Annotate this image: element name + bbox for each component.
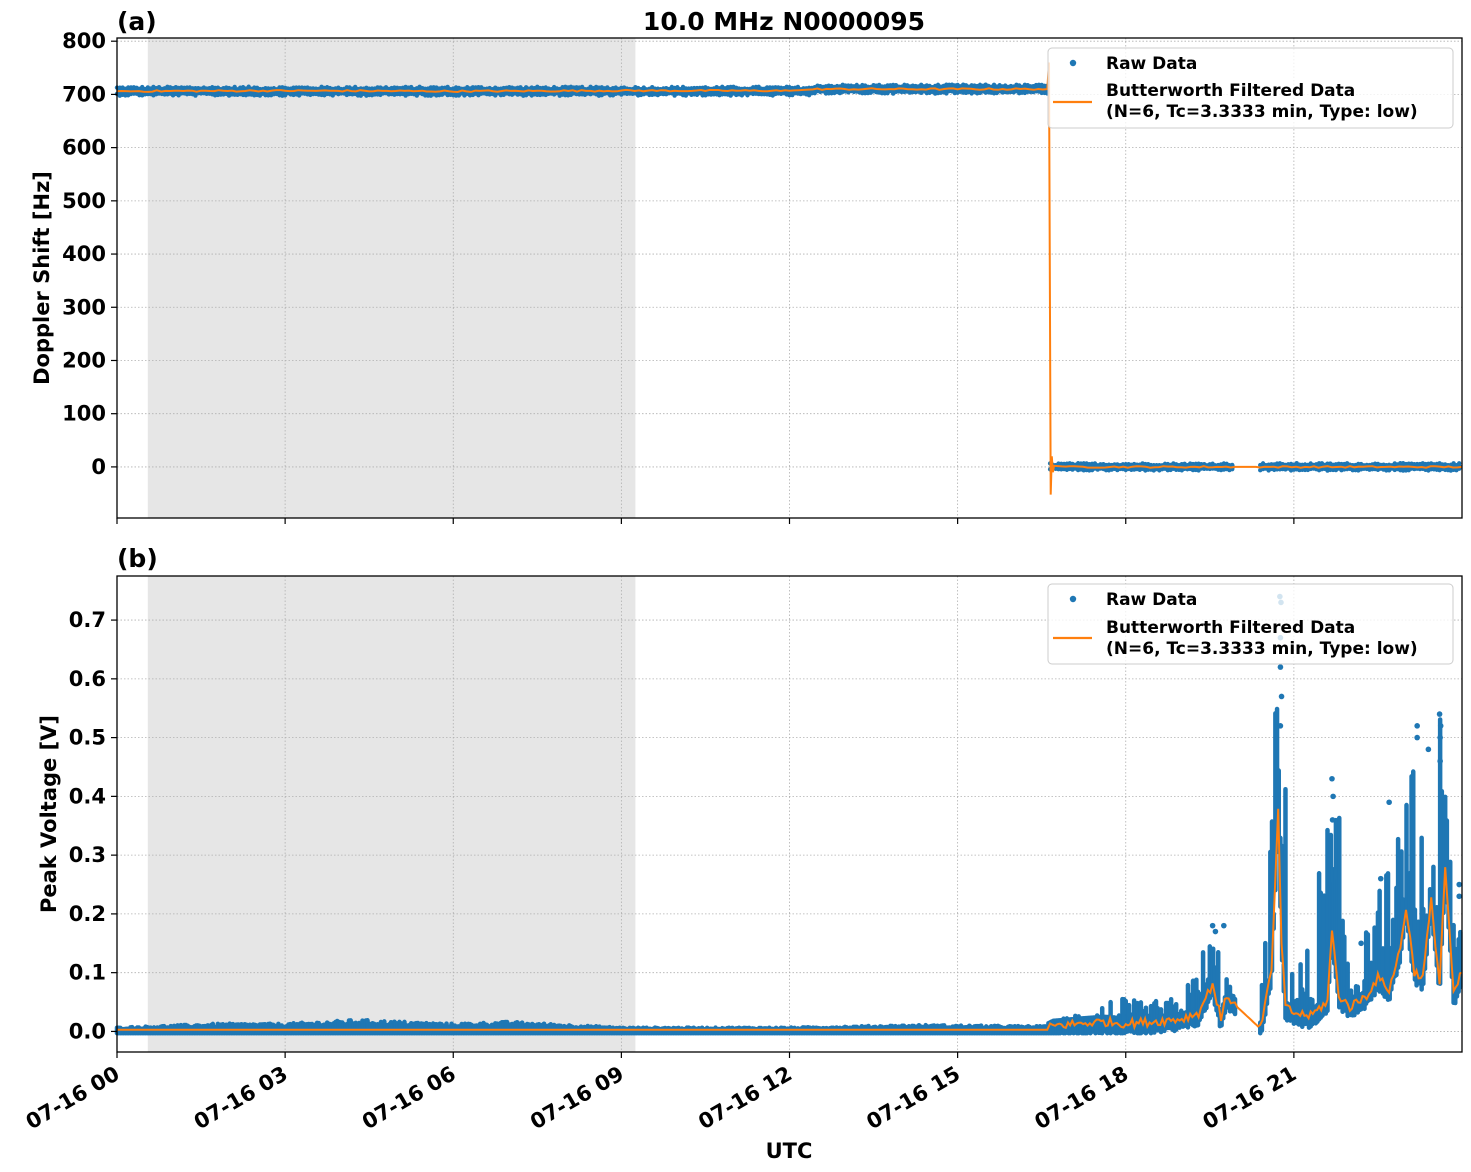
y-tick-label: 0.0 <box>69 1019 106 1043</box>
figure-title: 10.0 MHz N0000095 <box>643 7 925 36</box>
panel-a-y-axis: 0 100 200 300 400 500 600 700 800 <box>62 29 117 479</box>
legend-raw-label: Raw Data <box>1106 590 1197 610</box>
panel-b-y-axis: 0.0 0.1 0.2 0.3 0.4 0.5 0.6 0.7 <box>69 608 117 1043</box>
x-tick-label: 07-16 21 <box>1199 1062 1301 1135</box>
raw-data-marker-icon <box>1069 59 1077 67</box>
panel-a-ylabel: Doppler Shift [Hz] <box>30 171 54 385</box>
y-tick-label: 0 <box>91 455 106 479</box>
y-tick-label: 0.6 <box>69 667 106 691</box>
x-tick-label: 07-16 03 <box>190 1062 292 1135</box>
y-tick-label: 0.4 <box>69 784 106 808</box>
x-tick-label: 07-16 00 <box>22 1062 124 1135</box>
panel-b-ylabel: Peak Voltage [V] <box>37 715 61 913</box>
y-tick-label: 300 <box>62 295 106 319</box>
y-tick-label: 100 <box>62 402 106 426</box>
y-tick-label: 800 <box>62 29 106 53</box>
panel-b-legend: Raw Data Butterworth Filtered Data (N=6,… <box>1047 583 1454 665</box>
legend-filtered-label-2: (N=6, Tc=3.3333 min, Type: low) <box>1106 102 1418 122</box>
panel-a-grid <box>117 38 1462 518</box>
legend-raw-label: Raw Data <box>1106 54 1197 74</box>
x-tick-label: 07-16 15 <box>862 1062 964 1135</box>
x-axis-label: UTC <box>766 1139 813 1163</box>
y-tick-label: 400 <box>62 242 106 266</box>
panel-b-data <box>114 593 1463 1036</box>
panel-a-x-ticks <box>116 518 1295 524</box>
legend-box <box>1047 583 1454 665</box>
panel-b-label: (b) <box>117 544 158 573</box>
y-tick-label: 0.7 <box>69 608 106 632</box>
panel-a-legend: Raw Data Butterworth Filtered Data (N=6,… <box>1047 47 1454 129</box>
x-tick-label: 07-16 09 <box>526 1062 628 1135</box>
panel-a-label: (a) <box>117 7 157 36</box>
y-tick-label: 700 <box>62 82 106 106</box>
y-tick-label: 600 <box>62 136 106 160</box>
x-tick-label: 07-16 06 <box>358 1062 460 1135</box>
panel-b-grid <box>117 576 1462 1052</box>
panel-b-x-axis: 07-16 00 07-16 03 07-16 06 07-16 09 07-16 12… <box>22 1052 1301 1135</box>
panel-b-peak-voltage: (b) 0.00.10.20.30.40.50.60.7 07-16 00 07-… <box>22 544 1463 1163</box>
y-tick-label: 0.2 <box>69 902 106 926</box>
y-tick-label: 0.5 <box>69 726 106 750</box>
x-tick-label: 07-16 18 <box>1030 1062 1132 1135</box>
panel-b-shaded-region <box>147 576 636 1052</box>
y-tick-label: 200 <box>62 348 106 372</box>
y-tick-label: 0.3 <box>69 843 106 867</box>
x-tick-label: 07-16 12 <box>694 1062 796 1135</box>
raw-data-marker-icon <box>1069 595 1077 603</box>
legend-filtered-label-1: Butterworth Filtered Data <box>1106 618 1355 638</box>
legend-filtered-label-1: Butterworth Filtered Data <box>1106 81 1355 101</box>
panel-a-data <box>114 62 1463 495</box>
panel-a-doppler-shift: (a) 0 100 200 300 400 500 600 700 800 Doppler Sh… <box>30 7 1463 524</box>
legend-box <box>1047 47 1454 129</box>
y-tick-label: 500 <box>62 189 106 213</box>
panel-a-shaded-region <box>147 38 636 518</box>
y-tick-label: 0.1 <box>69 961 106 985</box>
legend-filtered-label-2: (N=6, Tc=3.3333 min, Type: low) <box>1106 639 1418 659</box>
